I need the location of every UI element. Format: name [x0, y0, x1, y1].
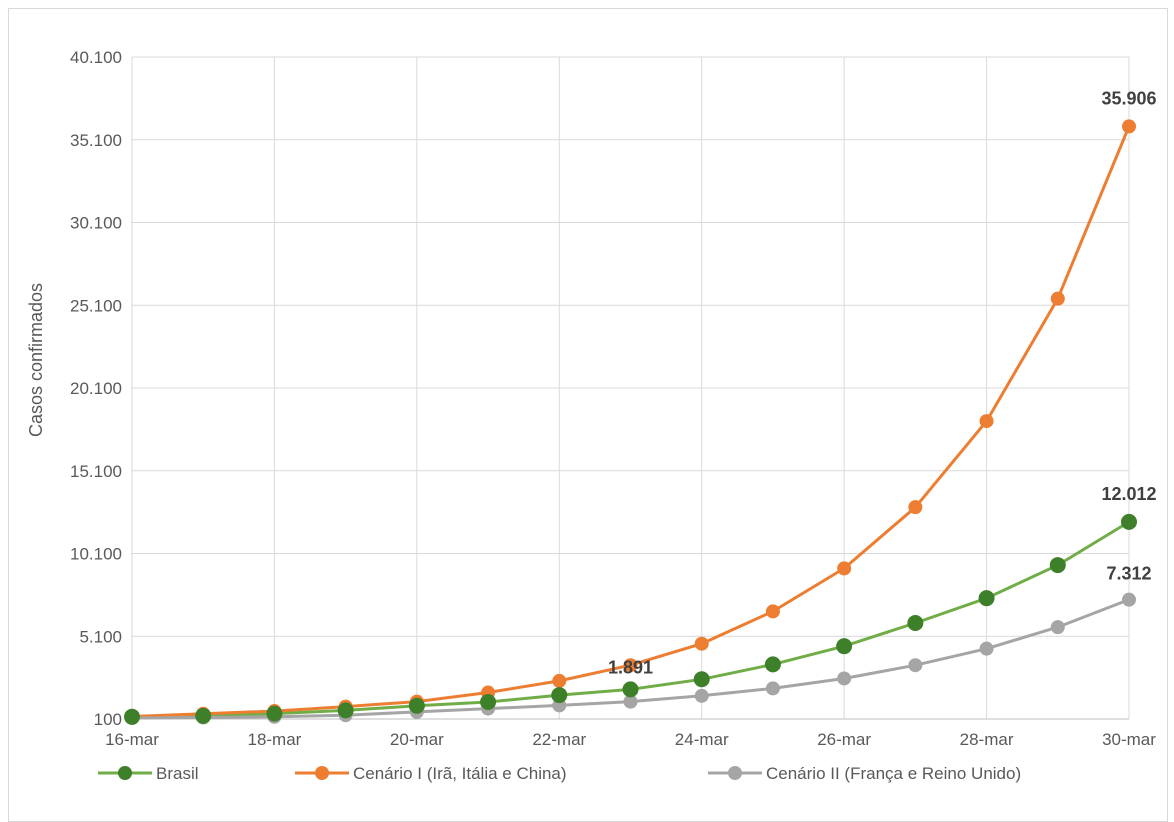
y-tick-label: 30.100 — [70, 214, 122, 233]
series-point — [907, 615, 924, 632]
y-tick-label: 20.100 — [70, 379, 122, 398]
series-point — [623, 658, 638, 673]
x-tick-label: 28-mar — [960, 730, 1014, 749]
y-tick-label: 100 — [94, 710, 122, 729]
series-point — [1050, 620, 1065, 635]
x-tick-label: 22-mar — [532, 730, 586, 749]
series-point — [1049, 557, 1066, 574]
x-tick-label: 24-mar — [675, 730, 729, 749]
data-label: 1.891 — [608, 657, 653, 677]
x-tick-label: 26-mar — [817, 730, 871, 749]
series-point — [622, 681, 639, 698]
grid-lines — [131, 56, 1130, 720]
series-point — [765, 681, 780, 696]
data-label: 12.012 — [1101, 484, 1156, 504]
series-point — [837, 561, 852, 576]
y-tick-label: 10.100 — [70, 545, 122, 564]
data-label: 35.906 — [1101, 88, 1156, 108]
legend: Brasil Cenário I (Irã, Itália e China) Cen… — [98, 764, 1021, 783]
y-tick-label: 35.100 — [70, 131, 122, 150]
series-point — [908, 658, 923, 673]
series-point — [552, 673, 567, 688]
series-point — [837, 671, 852, 686]
series-point — [1050, 291, 1065, 306]
y-tick-label: 5.100 — [79, 627, 122, 646]
series-point — [408, 697, 425, 714]
x-tick-label: 20-mar — [390, 730, 444, 749]
series-point — [764, 656, 781, 673]
series-point — [124, 708, 140, 725]
series-point — [623, 694, 638, 709]
series-point — [978, 590, 995, 607]
x-axis-ticks: 16-mar 18-mar 20-mar 22-mar 24-mar 26-mar 28-m… — [105, 730, 1156, 749]
series-point — [765, 604, 780, 619]
legend-label: Cenário II (França e Reino Unido) — [766, 764, 1021, 783]
legend-label: Brasil — [156, 764, 199, 783]
legend-label: Cenário I (Irã, Itália e China) — [353, 764, 567, 783]
y-tick-label: 40.100 — [70, 48, 122, 67]
series-point — [480, 693, 497, 710]
series-point — [266, 705, 283, 722]
series-point — [836, 638, 853, 655]
legend-marker — [118, 766, 132, 780]
series-group — [124, 119, 1137, 726]
series-point — [551, 687, 568, 704]
data-label: 7.312 — [1106, 564, 1151, 584]
legend-marker — [728, 766, 742, 780]
series-point — [694, 688, 709, 703]
x-tick-label: 16-mar — [105, 730, 159, 749]
series-point — [1121, 513, 1137, 530]
y-axis-label: Casos confirmados — [26, 283, 46, 437]
x-tick-label: 30-mar — [1102, 730, 1156, 749]
data-labels: 1.891 12.012 35.906 7.312 — [608, 88, 1157, 677]
y-tick-label: 15.100 — [70, 462, 122, 481]
series-point — [1122, 592, 1136, 607]
y-axis-ticks: 100 5.100 10.100 15.100 20.100 25.100 30.100 35… — [70, 48, 122, 729]
series-point — [195, 707, 212, 724]
legend-marker — [315, 766, 329, 780]
series-point — [979, 641, 994, 656]
series-point — [694, 636, 709, 651]
series-point — [979, 414, 994, 429]
y-tick-label: 25.100 — [70, 296, 122, 315]
series-line — [130, 124, 1131, 718]
series-point — [1122, 119, 1136, 134]
series-point — [337, 702, 354, 719]
series-point — [908, 500, 923, 515]
series-point — [693, 671, 710, 688]
x-tick-label: 18-mar — [247, 730, 301, 749]
